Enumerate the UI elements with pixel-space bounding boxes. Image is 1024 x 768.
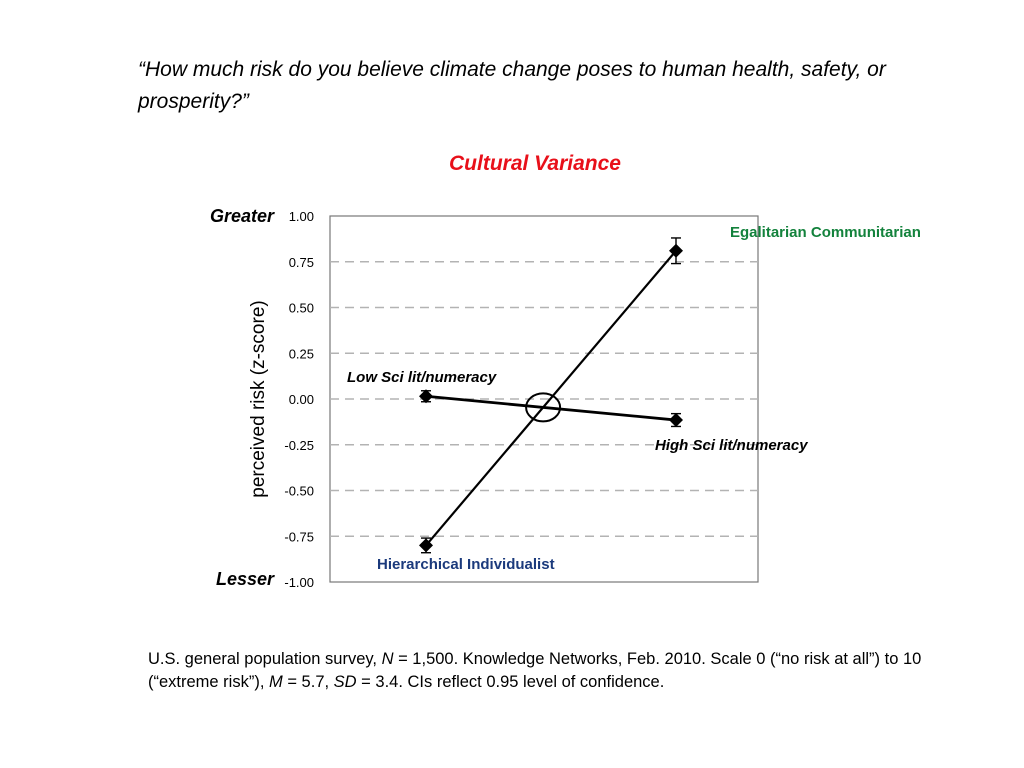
intersection-circle — [525, 392, 562, 423]
footnote-n-label: N — [381, 650, 394, 668]
footnote-text-2: = 1,500. Knowledge Networks, Feb. 2010. … — [148, 650, 922, 691]
y-tick-label: -0.75 — [284, 529, 314, 544]
footnote-text-3: = 5.7, — [282, 673, 334, 691]
footnote-sd-label: SD — [333, 673, 357, 691]
footnote-m-label: M — [269, 673, 283, 691]
data-point-culture — [419, 538, 433, 553]
footnote-text-4: = 3.4. CIs reflect 0.95 level of confide… — [356, 673, 665, 691]
series-label: Egalitarian Communitarian — [730, 224, 921, 241]
y-bottom-label: Lesser — [216, 569, 275, 589]
data-point-culture — [669, 243, 683, 258]
y-tick-label: -0.25 — [284, 438, 314, 453]
series-label: Low Sci lit/numeracy — [347, 369, 497, 386]
y-tick-label: 1.00 — [289, 209, 314, 224]
chart-title: Cultural Variance — [449, 152, 621, 175]
y-tick-label: 0.75 — [289, 255, 314, 270]
y-tick-label: -0.50 — [284, 484, 314, 499]
footnote: U.S. general population survey, N = 1,50… — [148, 648, 968, 694]
series-label: High Sci lit/numeracy — [655, 437, 808, 454]
risk-perception-chart: 1.00 0.75 0.50 0.25 0.00 -0.25 -0.50 -0.75 -1.00… — [210, 206, 921, 590]
series-line-scilit — [425, 394, 677, 422]
series-label: Hierarchical Individualist — [377, 556, 555, 573]
series-line-culture — [425, 250, 677, 547]
footnote-text-1: U.S. general population survey, — [148, 650, 382, 668]
y-tick-label: 0.25 — [289, 346, 314, 361]
y-top-label: Greater — [210, 206, 275, 226]
y-tick-label: 0.00 — [289, 392, 314, 407]
data-point-scilit — [669, 413, 683, 428]
data-point-scilit — [419, 389, 433, 404]
y-tick-label: 0.50 — [289, 301, 314, 316]
y-axis-label: perceived risk (z-score) — [248, 300, 269, 497]
y-tick-label: -1.00 — [284, 575, 314, 590]
survey-question: “How much risk do you believe climate ch… — [138, 58, 886, 113]
